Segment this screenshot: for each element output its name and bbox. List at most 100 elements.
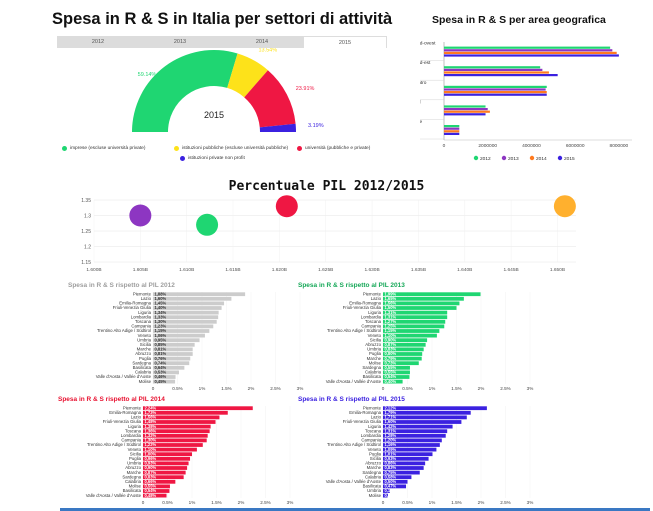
svg-2014-value-label-sicilia: 1,00% — [145, 451, 157, 456]
svg-2014-bar-sardegna — [143, 475, 184, 480]
svg-2014-bar-calabria — [143, 479, 176, 484]
svg-2014-region-label-puglia: Puglia — [129, 456, 142, 461]
svg-2015-region-label-marche: Marche — [367, 465, 382, 470]
geo-bar-centro-2013 — [444, 88, 546, 91]
svg-2014-bar-trentino-alto-adige-s-dtirol — [143, 443, 203, 447]
geo-category-label-nord-ovest: Nord-ovest — [420, 41, 436, 47]
svg-2013-bar-umbria — [383, 347, 424, 352]
svg-2015-value-label-abruzzo: 0,86% — [385, 461, 397, 466]
svg-2012-value-label-valle-d-aosta-vall-e-d-aoste: 0,46% — [155, 374, 167, 379]
donut-center-label: 2015 — [204, 110, 224, 120]
bars-2012: 0 0.5% 1% 1.5% 2% 2.5% 3% Piemonte 1,88%Lazio 1,6… — [96, 291, 304, 391]
svg-2013-bar-basilicata — [383, 375, 410, 379]
svg-2013-value-label-sicilia: 0,90% — [385, 337, 397, 342]
tab-2012[interactable]: 2012 — [91, 39, 105, 45]
svg-2013-bar-liguria — [383, 310, 448, 315]
svg-2013-bar-calabria — [383, 370, 410, 375]
svg-2012-region-label-veneto: Veneto — [138, 333, 152, 338]
bottom-scrollbar[interactable] — [60, 508, 650, 511]
bubble-x-tick-2: 1.610B — [179, 267, 194, 273]
svg-2015-value-label-sardegna: 0,75% — [385, 470, 397, 475]
svg-2012-region-label-calabria: Calabria — [135, 370, 152, 375]
donut-slice-universit-pubbliche-e-private — [244, 70, 296, 128]
legend-item-istituzioni-pubbliche[interactable]: istituzioni pubbliche (escluse universit… — [174, 146, 288, 151]
legend-item-universita[interactable]: università (pubbliche e private) — [297, 146, 370, 151]
geo-legend-label-2012: 2012 — [480, 156, 491, 162]
svg-2012-x-tick-3: 1.5% — [221, 386, 231, 391]
svg-2013-value-label-friuli-venezia-giulia: 1,50% — [385, 305, 397, 310]
svg-2015-region-label-abruzzo: Abruzzo — [365, 461, 381, 466]
svg-2015-x-tick-0: 0 — [382, 500, 385, 505]
svg-2014-value-label-sardegna: 0,83% — [145, 474, 157, 479]
bubble-x-tick-8: 1.640B — [457, 267, 472, 273]
svg-2013-value-label-emilia-romagna: 1,56% — [385, 301, 397, 306]
svg-2015-bar-friuli-venezia-giulia — [383, 420, 462, 424]
svg-2014-value-label-campania: 1,30% — [145, 438, 157, 443]
svg-2014-value-label-trentino-alto-adige-s-dtirol: 1,22% — [145, 442, 157, 447]
svg-2013-value-label-piemonte: 1,99% — [385, 291, 397, 296]
svg-2014-x-tick-3: 1.5% — [211, 500, 221, 505]
svg-2015-x-tick-3: 1.5% — [451, 500, 461, 505]
svg-2013-value-label-molise: 0,73% — [385, 360, 397, 365]
panel-title-2013: Spesa in R & S rispetto al PIL 2013 — [298, 282, 405, 289]
panel-2012: Spesa in R & S rispetto al PIL 2012 0 0.5… — [68, 282, 333, 394]
geo-x-tick-0: 0 — [443, 143, 446, 149]
legend-item-imprese[interactable]: imprese (escluse università private) — [62, 146, 145, 151]
bars-2013: 0 0.5% 1% 1.5% 2% 2.5% 3% Piemonte 1,99%Lazio 1,6… — [326, 291, 534, 391]
legend-label-non-profit: istituzioni private non profit — [188, 156, 245, 161]
svg-2012-value-label-piemonte: 1,88% — [155, 291, 167, 296]
svg-2013-value-label-veneto: 1,10% — [385, 333, 397, 338]
geo-bar-sud-2012 — [444, 105, 486, 108]
sector-donut-chart: 59.14% 13.54% 23.91% 3.19% 2015 — [57, 47, 387, 160]
bubble-x-tick-0: 1.600B — [86, 267, 101, 273]
svg-2013-value-label-basilicata: 0,54% — [385, 374, 397, 379]
bubble-point-2013 — [196, 213, 219, 236]
svg-2015-x-tick-6: 3% — [527, 500, 534, 505]
svg-2012-bar-liguria — [153, 310, 219, 315]
svg-2014-region-label-trentino-alto-adige-s-dtirol: Trentino Alto Adige / Südtirol — [87, 442, 141, 447]
svg-2015-region-label-friuli-venezia-giulia: Friuli-Venezia Giulia — [343, 419, 382, 424]
svg-2014-region-label-emilia-romagna: Emilia-Romagna — [109, 410, 141, 415]
svg-2013-value-label-liguria: 1,31% — [385, 310, 397, 315]
tab-2015[interactable]: 2015 — [303, 36, 387, 48]
svg-2015-value-label-umbria: 0,14% — [385, 488, 397, 493]
svg-2012-x-tick-4: 2% — [248, 386, 255, 391]
svg-2014-bar-emilia-romagna — [143, 410, 228, 415]
legend-label-istituzioni-pubbliche: istituzioni pubbliche (escluse universit… — [182, 146, 289, 151]
donut-value-label-3: 3.19% — [308, 123, 324, 129]
svg-2012-bar-trentino-alto-adige-s-dtirol — [153, 329, 210, 333]
svg-2014-region-label-marche: Marche — [127, 470, 142, 475]
svg-2014-bar-piemonte — [143, 406, 253, 411]
svg-2013-value-label-trentino-alto-adige-s-dtirol: 1,15% — [385, 328, 397, 333]
tab-2014[interactable]: 2014 — [255, 39, 269, 45]
svg-2015-region-label-molise: Molise — [369, 493, 382, 498]
bubble-y-tick-2: 1.25 — [81, 229, 91, 235]
svg-2014-region-label-piemonte: Piemonte — [123, 405, 142, 410]
geo-bar-isole-2012 — [444, 125, 460, 128]
svg-2014-value-label-liguria: 1,38% — [145, 424, 157, 429]
svg-2013-region-label-liguria: Liguria — [368, 310, 382, 315]
svg-2015-bar-liguria — [383, 424, 453, 429]
svg-2012-region-label-valle-d-aosta-vall-e-d-aoste: Valle d'Aosta / Vallée d'Aoste — [96, 374, 152, 379]
svg-2014-x-tick-1: 0.5% — [162, 500, 172, 505]
svg-2014-bar-veneto — [143, 447, 197, 452]
svg-2015-bar-lombardia — [383, 433, 446, 438]
bubble-x-tick-6: 1.630B — [364, 267, 379, 273]
svg-2014-region-label-molise: Molise — [129, 484, 142, 489]
tab-2013[interactable]: 2013 — [173, 39, 187, 45]
bubble-x-tick-3: 1.615B — [225, 267, 240, 273]
svg-2015-x-tick-1: 0.5% — [402, 500, 412, 505]
svg-2012-value-label-basilicata: 0,64% — [155, 365, 167, 370]
svg-2014-region-label-sicilia: Sicilia — [130, 451, 142, 456]
svg-2013-value-label-abruzzo: 0,87% — [385, 342, 397, 347]
svg-2013-bar-friuli-venezia-giulia — [383, 306, 457, 310]
geo-category-label-isole: Isole — [420, 119, 422, 125]
bubble-point-2015 — [553, 195, 576, 218]
geo-legend-dot-2013 — [501, 155, 507, 161]
legend-item-non-profit[interactable]: istituzioni private non profit — [180, 156, 245, 161]
svg-2013-bar-campania — [383, 324, 445, 329]
svg-2012-region-label-marche: Marche — [137, 347, 152, 352]
svg-2015-value-label-toscana: 1,31% — [385, 428, 397, 433]
svg-2012-bar-emilia-romagna — [153, 301, 225, 306]
svg-2015-value-label-emilia-romagna: 1,79% — [385, 410, 397, 415]
